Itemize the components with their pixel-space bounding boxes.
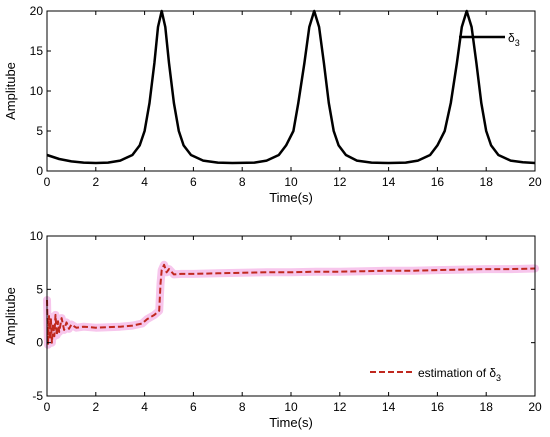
top-ylabel: Amplitube [3, 62, 18, 120]
bottom-ytick-label: 5 [36, 282, 43, 296]
bottom-xtick-label: 14 [382, 400, 396, 414]
top-xtick-label: 16 [431, 175, 445, 189]
top-ticks: 0 2 4 6 8 10 12 14 16 18 20 0 5 10 15 20 [30, 4, 542, 189]
top-xtick-label: 20 [528, 175, 542, 189]
top-legend-label-sub: 3 [515, 38, 520, 48]
bottom-xtick-label: 18 [480, 400, 494, 414]
top-plot-series [46, 9, 536, 165]
top-legend-label: δ3 [508, 31, 520, 48]
bottom-xtick-label: 0 [44, 400, 51, 414]
bottom-legend-label-sub: 3 [496, 373, 501, 383]
top-xtick-label: 6 [190, 175, 197, 189]
top-ytick-label: 10 [30, 84, 44, 98]
top-xlabel: Time(s) [269, 190, 313, 205]
top-ytick-label: 15 [30, 44, 44, 58]
top-xtick-label: 4 [141, 175, 148, 189]
bottom-xtick-label: 2 [92, 400, 99, 414]
bottom-legend: estimation of δ3 [366, 360, 531, 386]
bottom-xtick-label: 4 [141, 400, 148, 414]
top-series-line [46, 9, 536, 165]
top-xtick-label: 10 [284, 175, 298, 189]
bottom-series-band [43, 260, 539, 349]
top-legend: δ3 [459, 31, 520, 48]
bottom-xlabel: Time(s) [269, 415, 313, 430]
bottom-series-line [46, 263, 536, 346]
top-legend-label-base: δ [508, 31, 515, 45]
top-xtick-label: 2 [92, 175, 99, 189]
bottom-ylabel: Amplitube [3, 287, 18, 345]
top-xtick-label: 8 [239, 175, 246, 189]
top-ytick-label: 5 [36, 124, 43, 138]
bottom-legend-label-base: estimation of δ [418, 366, 496, 380]
bottom-xtick-label: 12 [333, 400, 347, 414]
bottom-ytick-label: -5 [32, 389, 43, 403]
bottom-ytick-label: 0 [36, 336, 43, 350]
bottom-xtick-label: 6 [190, 400, 197, 414]
top-xtick-label: 18 [480, 175, 494, 189]
bottom-ytick-label: 10 [30, 229, 44, 243]
bottom-xtick-label: 16 [431, 400, 445, 414]
top-xtick-label: 12 [333, 175, 347, 189]
bottom-xtick-label: 20 [528, 400, 542, 414]
top-ytick-label: 20 [30, 4, 44, 18]
bottom-xtick-label: 8 [239, 400, 246, 414]
top-xtick-label: 14 [382, 175, 396, 189]
bottom-plot-series [43, 260, 539, 349]
top-ytick-label: 0 [36, 164, 43, 178]
bottom-xtick-label: 10 [284, 400, 298, 414]
top-subplot: 0 2 4 6 8 10 12 14 16 18 20 0 5 10 15 20 Time(s) Amplit… [3, 4, 542, 205]
bottom-legend-label: estimation of δ3 [418, 366, 501, 383]
top-xtick-label: 0 [44, 175, 51, 189]
